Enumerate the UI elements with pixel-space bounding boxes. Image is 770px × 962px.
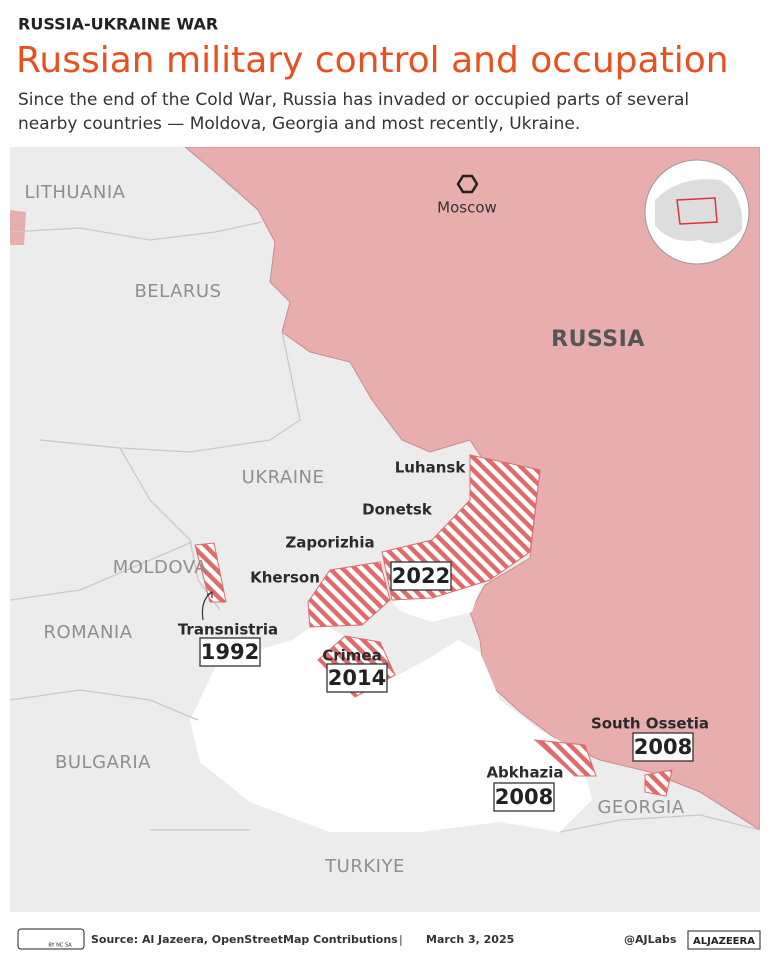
kicker: RUSSIA-UKRAINE WAR [18,15,218,34]
occupied-area [644,769,673,797]
border [150,814,760,833]
region-label: Transnistria [178,621,278,639]
country-label: RUSSIA [551,327,645,352]
occupied-area [533,739,597,777]
region-label: Donetsk [362,501,433,519]
year-label: 2022 [392,564,450,588]
capital-marker [456,174,479,194]
subtitle-line: Since the end of the Cold War, Russia ha… [18,90,689,110]
license-badge [17,928,85,950]
year-label: 2008 [495,785,553,809]
region-label: Kherson [250,569,320,587]
country-label: BULGARIA [55,752,151,773]
source: Source: Al Jazeera, OpenStreetMap Contri… [91,933,398,946]
occupied-area [194,542,227,603]
border [10,689,199,721]
country-label: ROMANIA [43,622,132,643]
country-label: GEORGIA [597,797,684,818]
year-box [199,637,261,667]
handle: @AJLabs [624,933,677,946]
region-label: Zaporizhia [285,534,374,552]
brand: ALJAZEERA [693,936,755,947]
occupied-area [307,561,391,628]
sea-of-azov [392,582,482,622]
brand-box [687,930,761,950]
locator-globe [644,159,750,265]
country-label: BELARUS [134,281,221,302]
year-label: 1992 [201,640,259,664]
border [10,221,263,241]
region-label: Luhansk [395,459,467,477]
country-label: UKRAINE [242,467,325,488]
subtitle-line: nearby countries — Moldova, Georgia and … [18,114,580,134]
country-label: LITHUANIA [25,182,126,203]
country-label: TURKIYE [324,856,405,877]
arrow-head [206,590,213,598]
license: BY NC SA [48,943,72,949]
date: March 3, 2025 [426,933,514,946]
year-label: 2008 [634,735,692,759]
year-box [493,782,555,812]
region-label: Crimea [322,647,381,665]
footer: BY NC SA Source: Al Jazeera, OpenStreetM… [17,928,761,950]
title: Russian military control and occupation [16,40,729,81]
year-box [632,732,694,762]
black-sea [190,622,592,832]
separator: | [399,933,403,946]
kaliningrad [10,210,26,245]
map: LITHUANIA BELARUS RUSSIA UKRAINE MOLDOVA ROMA… [10,147,760,912]
city-label: Moscow [437,199,497,217]
year-box [390,561,452,591]
border [10,541,193,601]
country-label: MOLDOVA [113,557,208,578]
border [119,447,221,611]
region-label: Abkhazia [486,764,563,782]
region-label: South Ossetia [591,715,709,733]
year-box [326,663,388,693]
year-label: 2014 [328,666,386,690]
